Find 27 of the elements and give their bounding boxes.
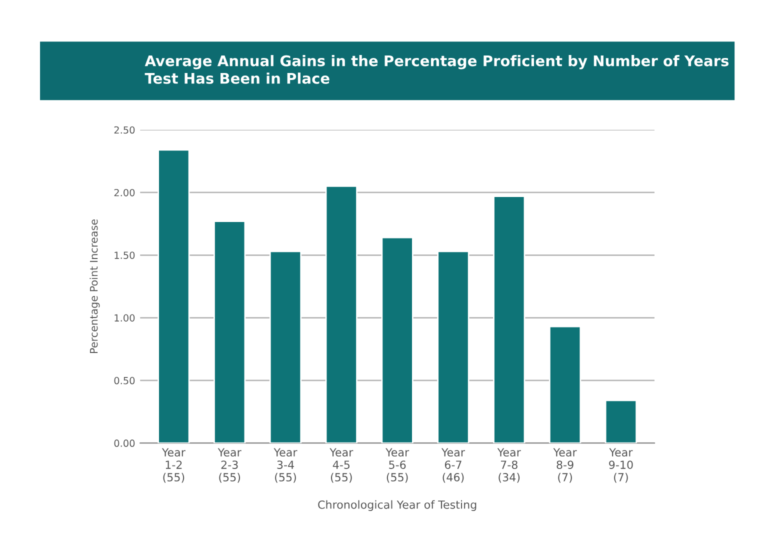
chart-title: Average Annual Gains in the Percentage Proficient by Number of Years Test Has Been in Place — [144, 55, 729, 84]
y-tick-label: 1.50 — [114, 252, 135, 259]
x-tick-label: Year 9-10 (7) — [609, 448, 633, 483]
y-tick-label: 0.00 — [114, 440, 135, 447]
y-tick-label: 2.00 — [114, 188, 135, 196]
bar — [269, 250, 302, 444]
x-tick-label: Year 2-3 (55) — [218, 448, 242, 483]
x-tick-label: Year 4-5 (55) — [330, 448, 354, 483]
y-tick-label: 0.50 — [114, 376, 135, 384]
x-tick-label: Year 1-2 (55) — [162, 448, 186, 483]
bar — [604, 400, 638, 444]
x-tick-label: Year 5-6 (55) — [386, 448, 410, 483]
bar — [548, 326, 582, 444]
x-tick-label: Year 6-7 (46) — [441, 448, 465, 483]
y-tick-label: 1.00 — [114, 314, 135, 322]
bar — [158, 149, 190, 444]
bar — [325, 186, 358, 444]
bar — [493, 196, 526, 444]
y-axis-title: Percentage Point Increase — [90, 219, 100, 354]
bar — [437, 250, 470, 444]
y-tick-label: 2.50 — [114, 126, 135, 134]
bar — [214, 220, 246, 444]
x-tick-label: Year 8-9 (7) — [553, 448, 577, 483]
x-axis-title: Chronological Year of Testing — [318, 500, 476, 511]
x-tick-label: Year 7-8 (34) — [497, 448, 521, 483]
bar — [381, 236, 414, 444]
x-tick-label: Year 3-4 (55) — [274, 448, 298, 483]
